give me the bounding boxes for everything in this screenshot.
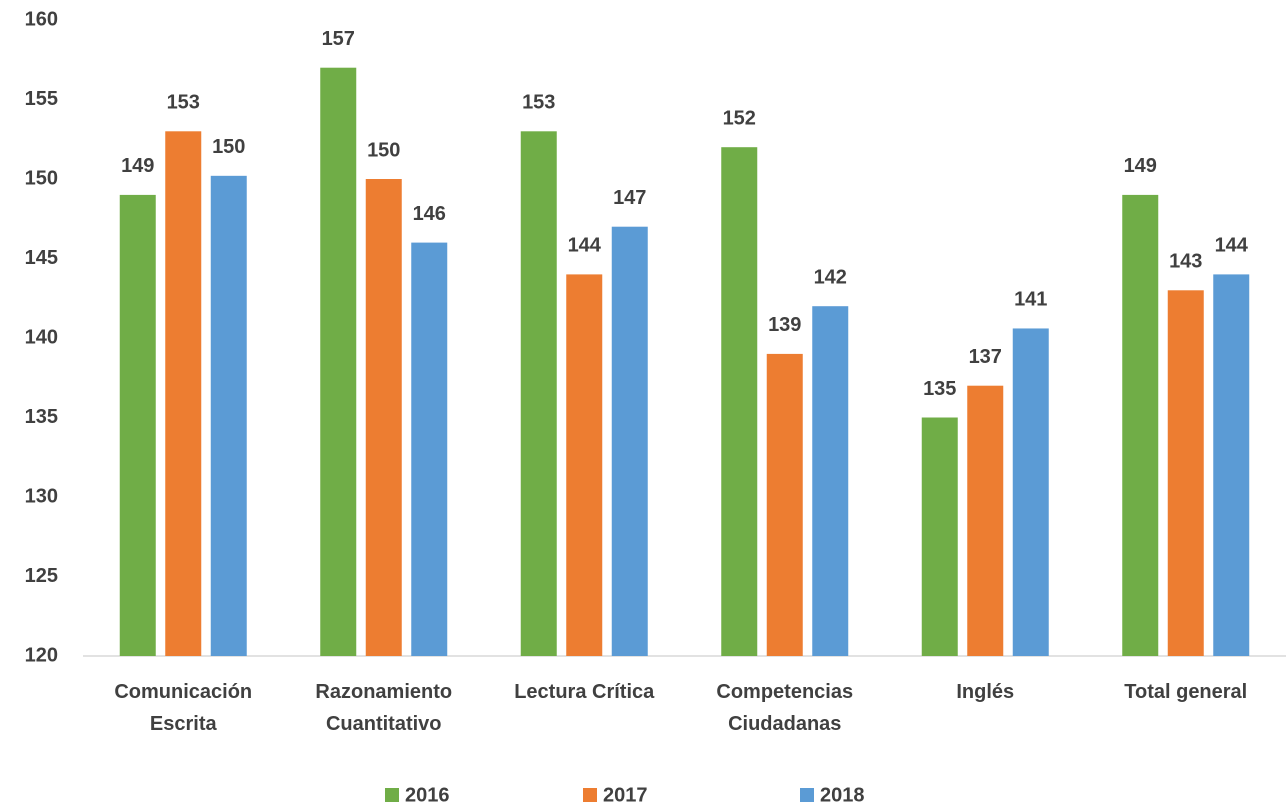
data-label: 150 [367, 139, 400, 161]
data-label: 143 [1169, 251, 1202, 273]
bar [611, 226, 648, 656]
data-label: 150 [212, 136, 245, 158]
x-tick-label: Lectura Crítica [514, 681, 655, 703]
bar [721, 147, 758, 656]
data-label: 141 [1014, 289, 1047, 311]
bar [967, 385, 1004, 656]
data-label: 153 [522, 92, 555, 114]
x-tick-label: Razonamiento Cuantitativo [315, 681, 453, 735]
data-label: 157 [322, 28, 355, 50]
data-label: 142 [814, 266, 847, 288]
bar [320, 67, 357, 656]
legend-swatch [583, 788, 597, 802]
data-label: 153 [167, 92, 200, 114]
bar [766, 353, 803, 656]
y-tick-label: 145 [25, 247, 58, 269]
legend-swatch [385, 788, 399, 802]
bar [921, 417, 958, 656]
y-tick-label: 125 [25, 565, 58, 587]
data-label: 146 [413, 203, 446, 225]
x-tick-label: Competencias Ciudadanas [716, 681, 854, 735]
bar [1167, 290, 1204, 656]
bar [812, 306, 849, 656]
data-label: 135 [923, 378, 956, 400]
data-label: 139 [768, 314, 801, 336]
y-tick-label: 140 [25, 326, 58, 348]
x-tick-label: Comunicación Escrita [114, 681, 253, 735]
legend-swatch [800, 788, 814, 802]
bar [165, 131, 202, 657]
legend-label: 2016 [405, 784, 450, 806]
y-tick-label: 150 [25, 167, 58, 189]
data-label: 144 [568, 235, 602, 257]
data-label: 137 [969, 346, 1002, 368]
y-tick-label: 155 [25, 88, 58, 110]
legend-label: 2018 [820, 784, 865, 806]
legend-label: 2017 [603, 784, 648, 806]
data-label: 147 [613, 187, 646, 209]
data-label: 144 [1215, 235, 1249, 257]
bar [365, 179, 402, 656]
bar [520, 131, 557, 657]
bar [566, 274, 603, 656]
x-tick-label: Total general [1124, 681, 1248, 703]
data-label: 149 [121, 155, 154, 177]
bar [411, 242, 448, 656]
bar [1122, 194, 1159, 656]
bar [1213, 274, 1250, 656]
y-tick-label: 120 [25, 644, 58, 666]
bar [119, 194, 156, 656]
bar [1012, 328, 1049, 656]
y-tick-label: 130 [25, 485, 58, 507]
data-label: 149 [1124, 155, 1157, 177]
y-tick-label: 135 [25, 406, 58, 428]
y-tick-label: 160 [25, 8, 58, 30]
bar [210, 175, 247, 656]
x-tick-label: Inglés [956, 681, 1015, 703]
data-label: 152 [723, 107, 756, 129]
